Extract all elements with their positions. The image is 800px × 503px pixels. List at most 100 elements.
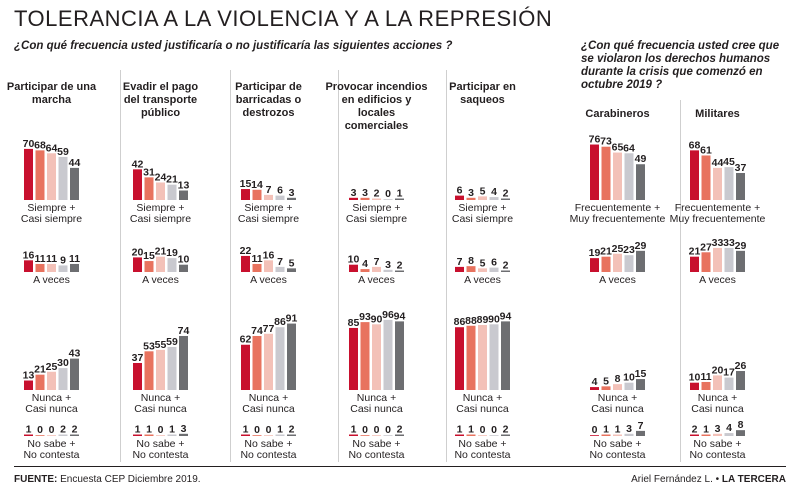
bar bbox=[395, 434, 404, 436]
bar bbox=[613, 434, 622, 436]
bar bbox=[383, 319, 393, 390]
data-label: 86 bbox=[274, 316, 286, 328]
bar bbox=[624, 153, 634, 200]
bar bbox=[58, 156, 68, 200]
data-label: 68 bbox=[34, 139, 46, 151]
category-label: Muy frecuentemente bbox=[670, 213, 766, 225]
data-label: 77 bbox=[263, 323, 275, 335]
bar bbox=[601, 146, 611, 200]
category-label: Nunca + bbox=[698, 392, 737, 404]
bar bbox=[372, 266, 381, 272]
data-label: 1 bbox=[351, 424, 357, 436]
data-label: 21 bbox=[34, 364, 46, 376]
bar bbox=[349, 327, 358, 390]
question-justification: ¿Con qué frecuencia usted justificaría o… bbox=[14, 40, 453, 52]
bar bbox=[47, 153, 56, 200]
data-label: 85 bbox=[348, 317, 360, 329]
bar bbox=[501, 270, 510, 272]
bar bbox=[724, 167, 734, 200]
data-label: 3 bbox=[626, 423, 632, 435]
bar bbox=[455, 434, 464, 436]
data-label: 94 bbox=[394, 310, 406, 322]
category-label: A veces bbox=[33, 274, 70, 286]
data-label: 1 bbox=[397, 188, 403, 200]
bar bbox=[736, 371, 745, 390]
category-label: No sabe + bbox=[244, 438, 292, 450]
page-title: TOLERANCIA A LA VIOLENCIA Y A LA REPRESI… bbox=[14, 6, 553, 31]
bar bbox=[241, 344, 250, 390]
data-label: 14 bbox=[251, 179, 263, 191]
panel-title: público bbox=[141, 107, 180, 119]
bar bbox=[395, 198, 404, 200]
data-label: 33 bbox=[712, 237, 724, 249]
data-label: 90 bbox=[371, 313, 383, 325]
data-label: 89 bbox=[477, 314, 489, 326]
category-label: Siempre + bbox=[458, 202, 506, 214]
data-label: 59 bbox=[57, 146, 69, 158]
data-label: 22 bbox=[240, 245, 252, 257]
category-label: No contesta bbox=[589, 449, 645, 460]
data-label: 4 bbox=[592, 376, 598, 388]
data-label: 45 bbox=[723, 156, 735, 168]
data-label: 4 bbox=[726, 422, 732, 434]
category-label: No contesta bbox=[689, 449, 745, 460]
data-label: 74 bbox=[251, 325, 263, 337]
data-label: 16 bbox=[23, 249, 35, 261]
bar bbox=[35, 374, 45, 390]
data-label: 96 bbox=[382, 309, 394, 321]
data-label: 73 bbox=[600, 136, 612, 148]
data-label: 7 bbox=[266, 184, 272, 196]
data-label: 11 bbox=[34, 253, 45, 265]
bar bbox=[501, 321, 510, 390]
data-label: 65 bbox=[612, 142, 624, 154]
footer-rule bbox=[14, 466, 786, 467]
data-label: 25 bbox=[612, 243, 624, 255]
panel-title: comerciales bbox=[345, 120, 409, 132]
data-label: 24 bbox=[155, 171, 167, 183]
data-label: 42 bbox=[132, 158, 144, 170]
data-label: 64 bbox=[623, 142, 635, 154]
category-label: Casi nunca bbox=[456, 403, 509, 415]
data-label: 2 bbox=[397, 424, 403, 436]
bar bbox=[466, 325, 476, 390]
data-label: 86 bbox=[454, 316, 466, 328]
data-label: 2 bbox=[503, 260, 509, 272]
data-label: 49 bbox=[635, 153, 647, 165]
data-label: 64 bbox=[46, 142, 58, 154]
bar bbox=[360, 322, 370, 390]
data-label: 27 bbox=[700, 241, 712, 253]
data-label: 0 bbox=[49, 424, 55, 436]
bar bbox=[690, 382, 699, 390]
bar bbox=[701, 434, 711, 436]
data-label: 2 bbox=[503, 424, 509, 436]
bar bbox=[70, 358, 79, 390]
source-note: FUENTE: Encuesta CEP Diciembre 2019. bbox=[14, 474, 201, 485]
data-label: 5 bbox=[603, 375, 609, 387]
bar bbox=[179, 433, 188, 436]
data-label: 2 bbox=[374, 188, 380, 200]
category-label: A veces bbox=[358, 274, 395, 286]
bar bbox=[590, 258, 599, 272]
data-label: 0 bbox=[385, 188, 391, 200]
category-label: Casi siempre bbox=[238, 213, 299, 225]
bar bbox=[24, 380, 33, 390]
bar bbox=[252, 263, 262, 272]
data-label: 8 bbox=[738, 419, 744, 431]
bar bbox=[701, 155, 711, 200]
bar bbox=[455, 195, 464, 200]
bar bbox=[613, 152, 622, 200]
data-label: 44 bbox=[712, 157, 724, 169]
credit-author: Ariel Fernández L. • bbox=[631, 474, 720, 485]
bar bbox=[349, 434, 358, 436]
category-label: A veces bbox=[464, 274, 501, 286]
data-label: 4 bbox=[362, 258, 368, 270]
bar bbox=[624, 382, 634, 390]
bar bbox=[252, 335, 262, 390]
bar bbox=[24, 434, 33, 436]
bar bbox=[35, 263, 45, 272]
data-label: 19 bbox=[589, 247, 601, 259]
bar bbox=[70, 434, 79, 436]
data-label: 9 bbox=[60, 254, 66, 266]
bar bbox=[601, 386, 611, 390]
